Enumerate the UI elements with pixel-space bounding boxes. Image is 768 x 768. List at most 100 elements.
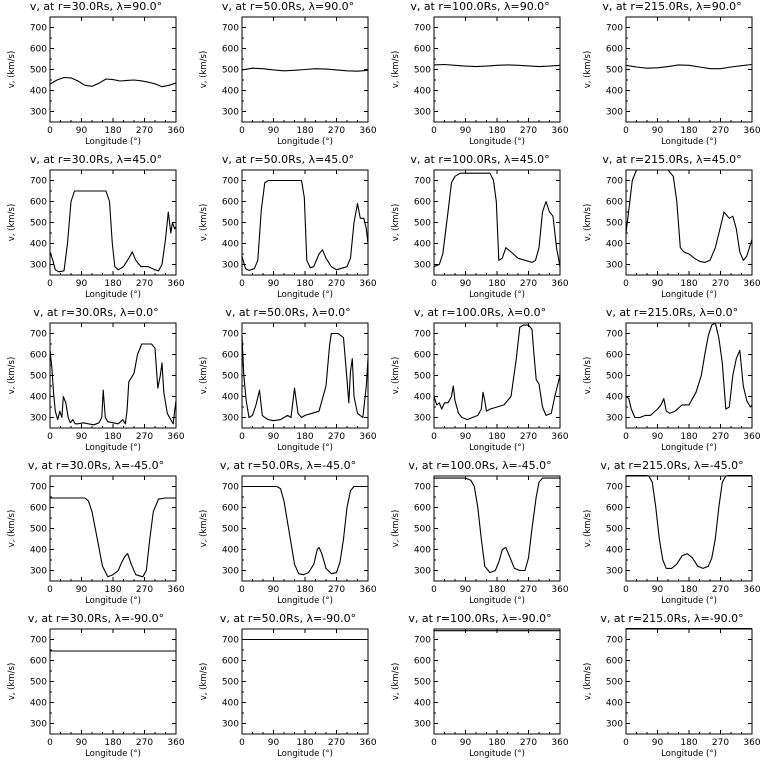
- y-axis-label: v, (km/s): [199, 663, 209, 701]
- x-tick-label: 90: [652, 432, 664, 442]
- y-axis-label: v, (km/s): [7, 204, 17, 242]
- y-tick-label: 600: [222, 45, 239, 55]
- y-tick-label: 500: [414, 372, 431, 382]
- series-line: [50, 190, 176, 273]
- x-tick-label: 270: [136, 585, 153, 595]
- y-tick-label: 300: [30, 261, 47, 271]
- y-tick-label: 400: [414, 393, 431, 403]
- x-axis-label: Longitude (°): [469, 596, 525, 606]
- series-line: [242, 179, 368, 271]
- x-tick-label: 90: [76, 279, 88, 289]
- x-tick-label: 0: [239, 126, 245, 136]
- y-tick-label: 700: [414, 330, 431, 340]
- y-axis-label: v, (km/s): [199, 51, 209, 89]
- x-tick-label: 0: [239, 738, 245, 748]
- x-tick-label: 90: [268, 738, 280, 748]
- chart-svg: 0 90 180 270 360 300 400 500 600 700 Longitude (°)…: [7, 322, 185, 453]
- x-tick-label: 0: [239, 585, 245, 595]
- chart-svg: 0 90 180 270 360 300 400 500 600 700 Longitude (°)…: [583, 475, 761, 606]
- y-tick-label: 500: [222, 372, 239, 382]
- y-tick-label: 300: [606, 720, 623, 730]
- x-tick-label: 360: [743, 432, 760, 442]
- x-tick-label: 180: [488, 126, 505, 136]
- y-tick-label: 500: [222, 525, 239, 535]
- y-tick-label: 700: [30, 330, 47, 340]
- chart-panel: v, at r=30.0Rs, λ=-45.0° 0 90 180 270 360 300 4…: [0, 459, 192, 612]
- chart-title: v, at r=50.0Rs, λ=0.0°: [225, 306, 351, 319]
- x-axis-label: Longitude (°): [661, 749, 717, 759]
- x-tick-label: 360: [359, 585, 376, 595]
- y-tick-label: 600: [30, 351, 47, 361]
- y-tick-label: 300: [30, 720, 47, 730]
- plot-frame: [49, 628, 177, 735]
- x-tick-label: 360: [743, 279, 760, 289]
- y-tick-label: 600: [30, 504, 47, 514]
- y-tick-label: 700: [222, 636, 239, 646]
- y-tick-label: 500: [606, 66, 623, 76]
- x-tick-label: 90: [268, 585, 280, 595]
- chart-title: v, at r=215.0Rs, λ=90.0°: [602, 0, 742, 13]
- x-axis-label: Longitude (°): [277, 749, 333, 759]
- y-tick-label: 400: [30, 393, 47, 403]
- x-tick-label: 360: [551, 432, 568, 442]
- x-tick-label: 360: [359, 279, 376, 289]
- y-tick-label: 600: [30, 657, 47, 667]
- y-tick-label: 400: [222, 87, 239, 97]
- chart-svg: 0 90 180 270 360 300 400 500 600 700 Longitude (°)…: [199, 169, 377, 300]
- chart-title: v, at r=50.0Rs, λ=90.0°: [221, 0, 355, 13]
- y-axis-label: v, (km/s): [583, 357, 593, 395]
- y-tick-label: 600: [30, 45, 47, 55]
- chart-svg: 0 90 180 270 360 300 400 500 600 700 Longitude (°)…: [391, 628, 569, 759]
- x-tick-label: 90: [652, 126, 664, 136]
- x-axis-label: Longitude (°): [661, 290, 717, 300]
- x-tick-label: 0: [47, 126, 53, 136]
- series-line: [50, 497, 176, 578]
- x-axis-label: Longitude (°): [469, 749, 525, 759]
- x-tick-label: 270: [136, 432, 153, 442]
- y-tick-label: 500: [606, 678, 623, 688]
- y-tick-label: 700: [414, 636, 431, 646]
- y-tick-label: 600: [222, 657, 239, 667]
- y-tick-label: 500: [414, 678, 431, 688]
- chart-panel: v, at r=100.0Rs, λ=45.0° 0 90 180 270 360 300 4…: [384, 153, 576, 306]
- x-tick-label: 360: [167, 738, 184, 748]
- chart-title: v, at r=30.0Rs, λ=90.0°: [29, 0, 163, 13]
- series-line: [50, 76, 176, 88]
- chart-title: v, at r=30.0Rs, λ=-90.0°: [27, 612, 165, 625]
- y-tick-label: 700: [606, 330, 623, 340]
- y-tick-label: 700: [606, 177, 623, 187]
- series-line: [242, 485, 368, 576]
- x-tick-label: 360: [743, 126, 760, 136]
- series-line: [434, 324, 560, 421]
- plot-frame: [241, 475, 369, 582]
- series-line: [626, 475, 752, 569]
- x-tick-label: 90: [268, 432, 280, 442]
- y-tick-label: 600: [222, 504, 239, 514]
- y-tick-label: 500: [606, 372, 623, 382]
- x-tick-label: 180: [296, 279, 313, 289]
- x-tick-label: 180: [488, 585, 505, 595]
- y-tick-label: 300: [606, 108, 623, 118]
- x-tick-label: 180: [104, 585, 121, 595]
- y-tick-label: 300: [414, 261, 431, 271]
- y-tick-label: 300: [606, 414, 623, 424]
- y-tick-label: 500: [30, 219, 47, 229]
- y-tick-label: 600: [222, 198, 239, 208]
- y-tick-label: 700: [30, 24, 47, 34]
- y-tick-label: 300: [30, 414, 47, 424]
- chart-title: v, at r=215.0Rs, λ=45.0°: [602, 153, 742, 166]
- x-axis-label: Longitude (°): [85, 596, 141, 606]
- x-axis-label: Longitude (°): [85, 749, 141, 759]
- chart-svg: 0 90 180 270 360 300 400 500 600 700 Longitude (°)…: [583, 628, 761, 759]
- x-tick-label: 180: [296, 585, 313, 595]
- x-tick-label: 90: [268, 126, 280, 136]
- x-tick-label: 0: [623, 738, 629, 748]
- chart-svg: 0 90 180 270 360 300 400 500 600 700 Longitude (°)…: [199, 475, 377, 606]
- x-tick-label: 270: [712, 126, 729, 136]
- y-tick-label: 500: [222, 678, 239, 688]
- x-tick-label: 90: [460, 126, 472, 136]
- x-tick-label: 90: [652, 738, 664, 748]
- chart-title: v, at r=30.0Rs, λ=-45.0°: [27, 459, 165, 472]
- y-tick-label: 400: [30, 546, 47, 556]
